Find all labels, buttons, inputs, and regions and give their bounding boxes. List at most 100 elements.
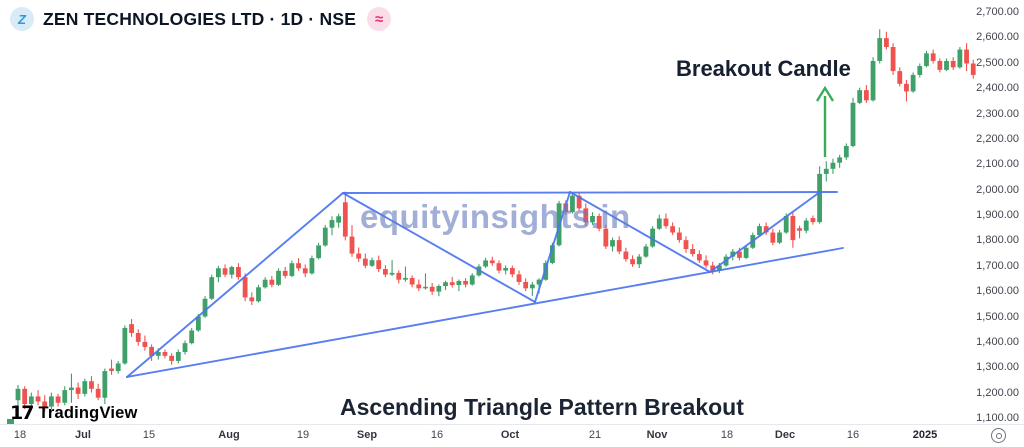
candle	[583, 203, 589, 227]
candle	[797, 225, 802, 239]
candle	[884, 31, 889, 50]
candle	[169, 353, 175, 365]
candle	[790, 212, 796, 248]
candle	[950, 57, 956, 70]
candle	[529, 281, 535, 296]
time-tick-label: Nov	[646, 429, 668, 441]
candle	[757, 223, 762, 237]
candle	[396, 270, 402, 284]
candle	[296, 258, 301, 271]
candle	[329, 216, 335, 236]
candle	[369, 257, 375, 268]
candle	[409, 275, 415, 288]
price-tick-label: 2,300.00	[976, 107, 1019, 120]
breakout-candle-annotation: Breakout Candle	[676, 56, 851, 81]
price-tick-label: 2,200.00	[976, 132, 1019, 145]
candle	[175, 349, 181, 364]
candle	[897, 67, 903, 87]
gear-icon[interactable]	[991, 428, 1006, 443]
candle	[276, 268, 281, 287]
candle	[837, 154, 843, 168]
watermark: equityinsights.in	[360, 198, 631, 235]
pattern-trendline[interactable]	[709, 191, 821, 273]
candle	[690, 243, 696, 257]
candle	[696, 250, 702, 263]
candle	[82, 378, 88, 397]
pattern-trendline[interactable]	[569, 191, 711, 273]
candle	[870, 57, 876, 102]
time-tick-label: 19	[296, 429, 310, 441]
candle	[489, 256, 495, 266]
candle	[937, 58, 943, 73]
candle	[596, 213, 602, 232]
price-tick-label: 2,500.00	[976, 56, 1019, 69]
candle	[149, 344, 154, 361]
candle	[403, 266, 408, 282]
price-tick-label: 1,500.00	[976, 310, 1019, 323]
pattern-trendline[interactable]	[126, 247, 844, 378]
candle	[309, 255, 315, 275]
candle	[663, 213, 669, 229]
candle	[630, 255, 635, 267]
candle	[102, 368, 108, 405]
pattern-trendline[interactable]	[342, 192, 536, 303]
candle	[636, 254, 642, 269]
candle	[429, 283, 435, 295]
candle	[62, 386, 68, 406]
tradingview-logo-icon: 17	[10, 402, 34, 424]
candle	[810, 215, 816, 225]
candle	[222, 264, 228, 278]
candle	[509, 265, 515, 278]
time-tick-label: 16	[846, 429, 860, 441]
candle	[496, 260, 502, 274]
time-tick-label: 2025	[912, 429, 938, 441]
candle	[850, 97, 856, 148]
symbol-title[interactable]: ZEN TECHNOLOGIES LTD · 1D · NSE	[43, 8, 357, 29]
candle	[229, 265, 235, 279]
candle	[650, 226, 655, 248]
price-tick-label: 1,900.00	[976, 209, 1019, 221]
pattern-trendline[interactable]	[534, 191, 571, 303]
candle	[763, 222, 769, 236]
tradingview-attribution[interactable]: 17 TradingView	[10, 402, 138, 424]
candle	[917, 63, 923, 78]
candle	[449, 276, 455, 288]
pattern-annotation: Ascending Triangle Pattern Breakout	[340, 394, 744, 420]
candle	[89, 376, 94, 393]
candle	[416, 279, 422, 292]
approx-badge-icon[interactable]: ≈	[367, 7, 392, 31]
candle	[356, 247, 362, 262]
candle	[436, 284, 442, 297]
candle	[523, 278, 529, 292]
candle	[463, 278, 468, 288]
candle	[42, 395, 48, 412]
candle	[55, 393, 61, 407]
pattern-trendline[interactable]	[342, 191, 838, 194]
candle	[162, 349, 168, 359]
candle	[910, 72, 916, 93]
candle	[262, 277, 268, 289]
time-tick-label: 16	[430, 429, 444, 441]
candle	[676, 227, 682, 243]
candle	[924, 50, 929, 68]
candle	[616, 236, 622, 255]
candle	[115, 360, 121, 374]
symbol-logo-icon[interactable]: Z	[10, 7, 34, 31]
candle	[970, 59, 976, 79]
price-tick-label: 1,600.00	[976, 285, 1019, 298]
price-tick-label: 1,100.00	[976, 412, 1019, 424]
time-tick-label: 15	[142, 429, 156, 441]
pattern-trendline[interactable]	[126, 192, 344, 378]
time-axis[interactable]: 18 Jul 15 Aug 19 Sep 16 Oct 21 Nov 18 Dec 16 2025	[0, 424, 1024, 447]
candle	[503, 265, 509, 275]
price-tick-label: 2,700.00	[976, 6, 1019, 18]
candle	[423, 273, 428, 290]
price-axis[interactable]: 2,700.00 2,600.00 2,500.00 2,400.00 2,300.00…	[968, 0, 1024, 425]
price-tick-label: 1,800.00	[976, 234, 1019, 247]
candle	[362, 253, 368, 269]
candle	[242, 273, 248, 302]
price-tick-label: 1,700.00	[976, 259, 1019, 272]
candle	[643, 243, 649, 258]
